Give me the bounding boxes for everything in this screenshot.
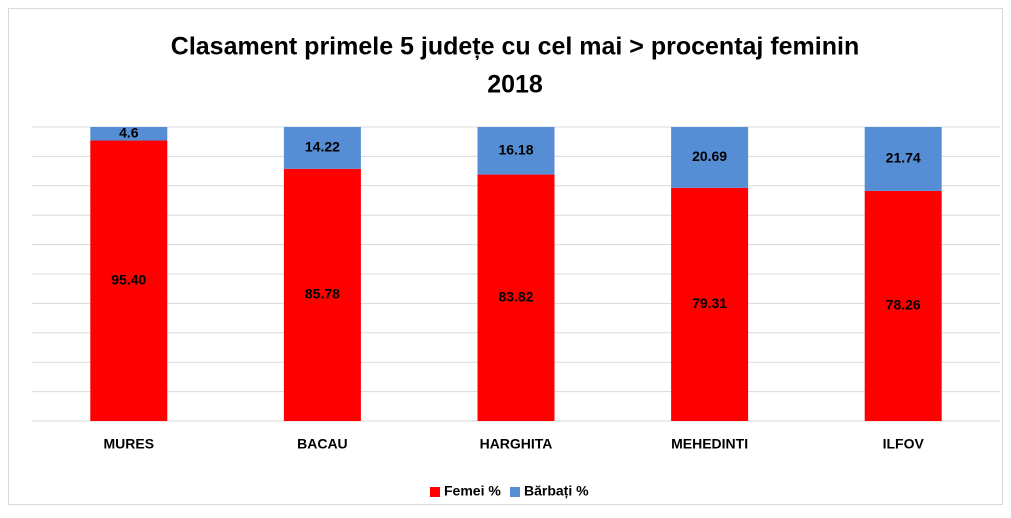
data-label: 14.22 [305,139,340,155]
bar-segment [283,168,361,421]
bar-segment [864,190,942,421]
bar-segment [90,140,168,422]
data-label: 85.78 [305,286,340,302]
bar-segment [671,127,749,188]
x-tick-label: BACAU [297,436,348,452]
legend-swatch [510,487,520,497]
chart-title: Clasament primele 5 județe cu cel mai > … [171,33,859,61]
legend-swatch [430,487,440,497]
bar-segment [671,187,749,421]
bar-segment [477,127,555,175]
data-label: 4.6 [119,124,139,140]
legend-label: Bărbați % [524,483,589,499]
data-label: 20.69 [692,148,727,164]
data-label: 21.74 [886,150,921,166]
x-tick-label: ILFOV [883,436,925,452]
x-tick-label: MEHEDINTI [671,436,748,452]
x-tick-label: MURES [104,436,155,452]
data-label: 16.18 [498,141,533,157]
data-label: 78.26 [886,297,921,313]
chart-subtitle: 2018 [487,71,543,99]
legend-label: Femei % [444,483,501,499]
data-label: 95.40 [111,271,146,287]
x-tick-label: HARGHITA [480,436,553,452]
data-label: 79.31 [692,295,727,311]
bar-segment [477,174,555,421]
bar-segment [90,127,168,141]
data-label: 83.82 [498,288,533,304]
bar-segment [283,127,361,169]
bar-segment [864,127,942,191]
